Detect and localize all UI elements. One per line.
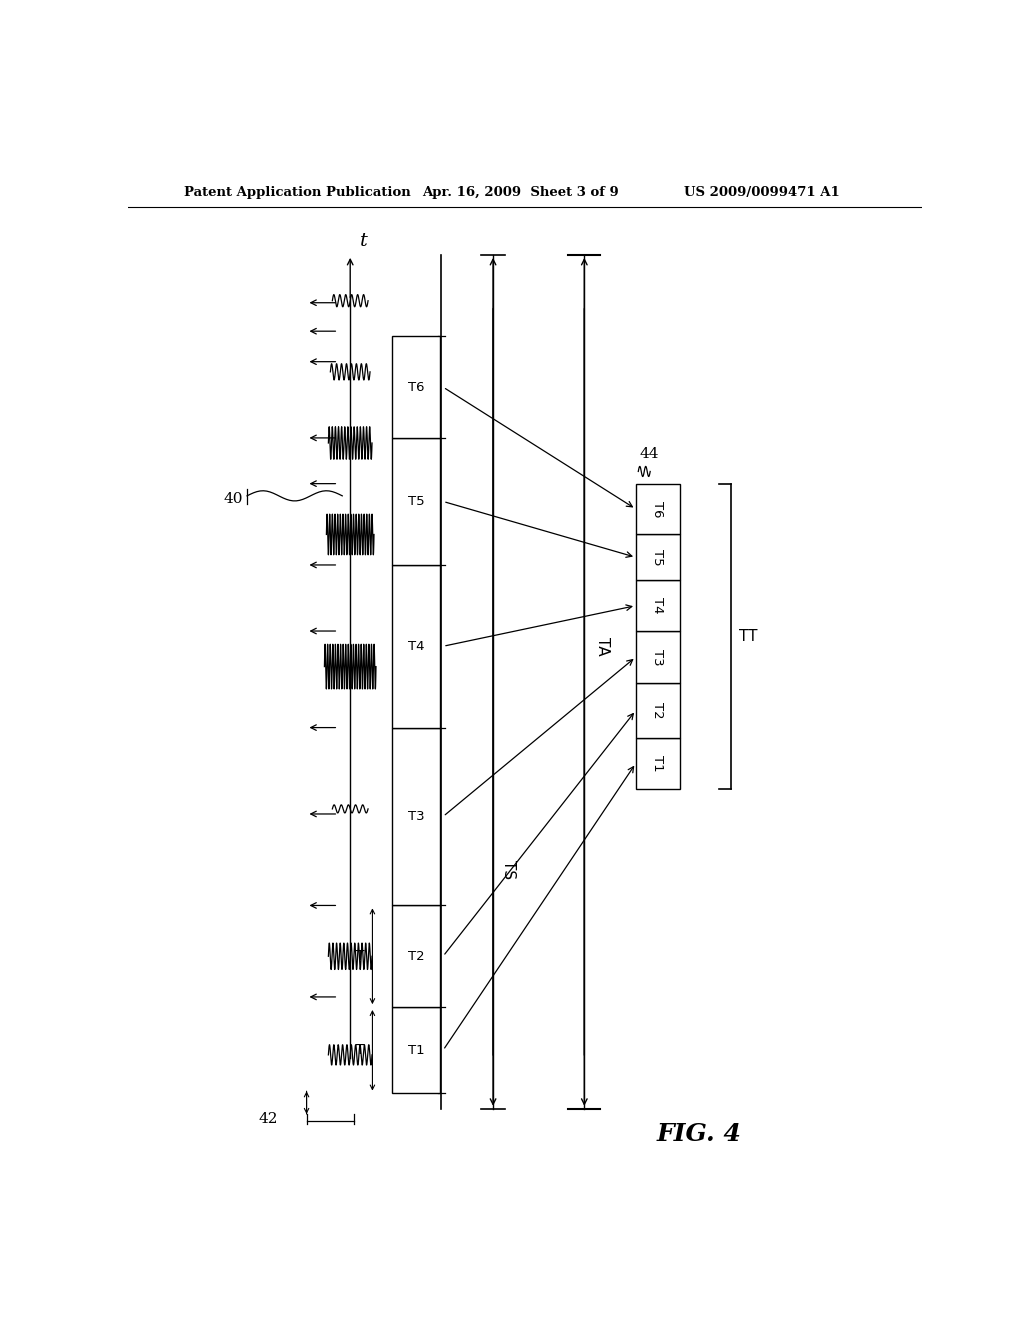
Bar <box>636 581 680 631</box>
Bar <box>392 1007 440 1093</box>
Bar <box>392 906 440 1007</box>
Text: T4: T4 <box>651 598 665 614</box>
Text: FIG. 4: FIG. 4 <box>657 1122 741 1146</box>
Text: T3: T3 <box>651 648 665 665</box>
Bar <box>636 631 680 682</box>
Bar <box>636 483 680 535</box>
Text: 44: 44 <box>640 447 659 461</box>
Text: T6: T6 <box>408 380 424 393</box>
Text: T: T <box>356 949 365 964</box>
Text: US 2009/0099471 A1: US 2009/0099471 A1 <box>684 186 840 199</box>
Text: TA: TA <box>595 638 609 656</box>
Text: T5: T5 <box>408 495 424 508</box>
Bar <box>392 565 440 727</box>
Text: T2: T2 <box>651 702 665 718</box>
Bar <box>392 438 440 565</box>
Bar <box>392 727 440 906</box>
Text: Apr. 16, 2009  Sheet 3 of 9: Apr. 16, 2009 Sheet 3 of 9 <box>422 186 618 199</box>
Text: T1: T1 <box>408 1044 424 1057</box>
Text: t: t <box>359 232 368 249</box>
Text: 42: 42 <box>259 1111 279 1126</box>
Text: T3: T3 <box>408 810 424 822</box>
Text: T4: T4 <box>408 640 424 653</box>
Text: T5: T5 <box>651 549 665 566</box>
Text: TS: TS <box>501 861 516 879</box>
Text: TT: TT <box>739 628 758 644</box>
Bar <box>636 738 680 788</box>
Text: T6: T6 <box>651 500 665 517</box>
Text: T: T <box>356 1043 365 1057</box>
Text: Patent Application Publication: Patent Application Publication <box>183 186 411 199</box>
Text: T1: T1 <box>651 755 665 771</box>
Text: T2: T2 <box>408 950 424 962</box>
Text: 40: 40 <box>223 492 243 506</box>
Bar <box>392 337 440 438</box>
Bar <box>636 682 680 738</box>
Bar <box>636 535 680 581</box>
